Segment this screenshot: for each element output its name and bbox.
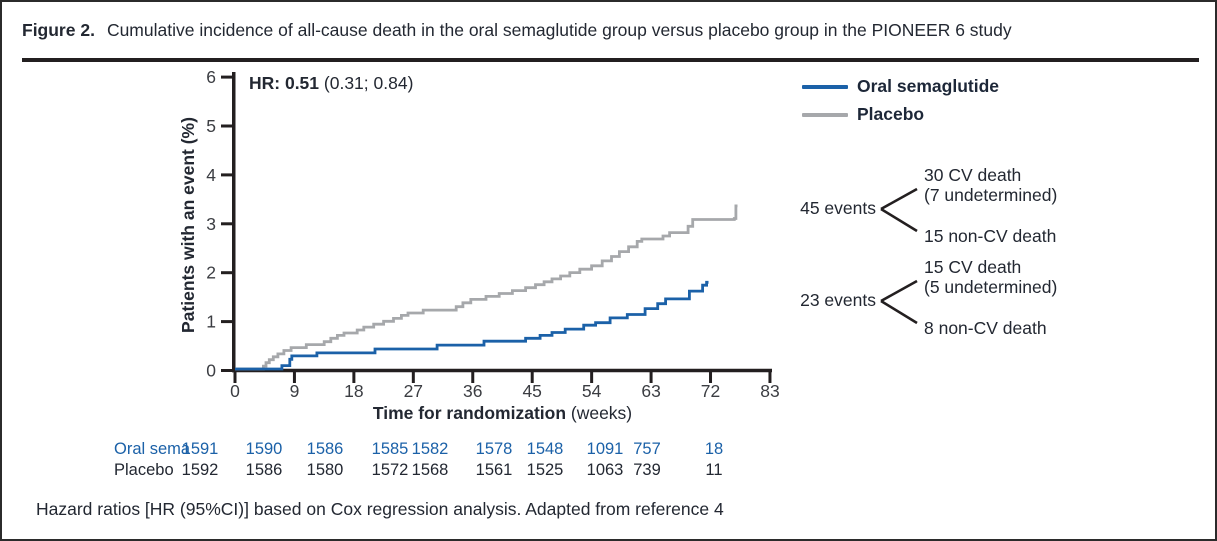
svg-text:83: 83: [760, 381, 779, 401]
semaglutide-cv-death-line1: 15 CV death: [924, 257, 1022, 277]
oral-semaglutide-line-swatch: [802, 85, 848, 89]
risk-value: 1585: [371, 440, 409, 458]
risk-row-label: Oral sema: [114, 440, 191, 458]
figure-number: Figure 2.: [22, 20, 95, 40]
risk-value: 1568: [411, 461, 449, 479]
risk-value: 1586: [245, 461, 283, 479]
placebo-cv-death-line1: 30 CV death: [924, 165, 1022, 185]
semaglutide-events-count: 23 events: [800, 290, 876, 310]
svg-text:18: 18: [344, 381, 363, 401]
placebo-noncv-death: 15 non-CV death: [924, 226, 1057, 246]
placebo-events-brace: [880, 187, 918, 233]
svg-text:0: 0: [230, 381, 240, 401]
risk-value: 11: [705, 461, 723, 479]
risk-value: 1591: [181, 440, 219, 458]
legend-label-placebo: Placebo: [857, 104, 925, 124]
risk-value: 1525: [526, 461, 564, 479]
risk-value: 1590: [245, 440, 283, 458]
risk-value: 1063: [586, 461, 624, 479]
risk-value: 1561: [475, 461, 513, 479]
svg-text:6: 6: [206, 67, 216, 87]
x-axis-title: Time for randomization (weeks): [235, 403, 770, 424]
figure-title: Figure 2. Cumulative incidence of all-cau…: [22, 20, 1012, 41]
svg-text:36: 36: [463, 381, 482, 401]
svg-text:9: 9: [290, 381, 300, 401]
y-axis-title: Patients with an event (%): [178, 117, 198, 333]
placebo-line-swatch: [802, 113, 848, 117]
hr-confidence-interval: (0.31; 0.84): [323, 73, 414, 93]
placebo-cv-death-line2: (7 undetermined): [924, 185, 1058, 205]
svg-text:0: 0: [206, 361, 216, 381]
legend-label-oral-semaglutide: Oral semaglutide: [857, 76, 999, 96]
svg-text:4: 4: [206, 165, 216, 185]
svg-text:1: 1: [206, 312, 216, 332]
risk-value: 1592: [181, 461, 219, 479]
hr-value: HR: 0.51: [249, 73, 320, 93]
placebo-events-count: 45 events: [800, 198, 876, 218]
figure-caption: Hazard ratios [HR (95%CI)] based on Cox …: [36, 499, 724, 519]
risk-value: 757: [633, 440, 661, 458]
risk-value: 1548: [526, 440, 564, 458]
risk-value: 1582: [411, 440, 449, 458]
risk-value: 1091: [586, 440, 624, 458]
hazard-ratio-annotation: HR: 0.51 (0.31; 0.84): [249, 73, 413, 94]
semaglutide-cv-death-line2: (5 undetermined): [924, 277, 1058, 297]
svg-text:45: 45: [522, 381, 541, 401]
semaglutide-noncv-death: 8 non-CV death: [924, 318, 1047, 338]
svg-text:5: 5: [206, 116, 216, 136]
svg-text:2: 2: [206, 263, 216, 283]
risk-value: 1578: [475, 440, 513, 458]
svg-text:72: 72: [701, 381, 720, 401]
risk-row-label: Placebo: [114, 461, 174, 479]
semaglutide-events-brace: [880, 279, 918, 325]
x-axis-title-unit: (weeks): [566, 403, 633, 423]
risk-value: 739: [633, 461, 661, 479]
figure-title-text: Cumulative incidence of all-cause death …: [106, 20, 1012, 40]
risk-value: 1572: [371, 461, 409, 479]
x-axis-title-text: Time for randomization: [372, 403, 567, 423]
risk-value: 18: [704, 440, 724, 458]
svg-text:54: 54: [582, 381, 602, 401]
title-rule: [22, 58, 1199, 62]
svg-text:63: 63: [641, 381, 660, 401]
svg-text:27: 27: [404, 381, 423, 401]
risk-value: 1586: [306, 440, 344, 458]
risk-value: 1580: [306, 461, 344, 479]
svg-text:3: 3: [206, 214, 216, 234]
